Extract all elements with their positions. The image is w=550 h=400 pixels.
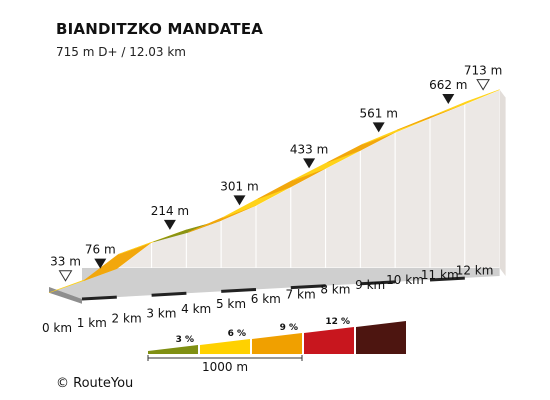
marker-hollow-icon (476, 79, 490, 91)
legend-label: 12 % (325, 317, 350, 327)
marker-label: 713 m (464, 64, 502, 78)
marker-label: 301 m (220, 179, 258, 193)
base-km-dash (151, 291, 187, 297)
base-km-dash (290, 284, 326, 290)
base-km-dash (429, 276, 465, 282)
marker-label: 433 m (290, 142, 328, 156)
marker-solid-icon (163, 219, 176, 230)
legend-label: 3 % (176, 335, 194, 345)
marker-solid-icon (233, 195, 246, 206)
legend-swatch (148, 345, 198, 354)
legend-swatch (356, 321, 406, 354)
chart-title: BIANDITZKO MANDATEA (56, 20, 264, 38)
legend-label: 9 % (280, 323, 298, 333)
marker-hollow-icon (58, 270, 73, 282)
x-tick-label: 5 km (216, 297, 246, 311)
base-km-dash (81, 295, 117, 301)
gradient-segment (431, 89, 500, 117)
gradient-segments (48, 89, 500, 294)
legend-swatch (200, 339, 250, 354)
legend-swatch (304, 327, 354, 354)
x-tick-label: 9 km (355, 278, 385, 292)
legend-label: 6 % (228, 329, 246, 339)
marker-label: 214 m (151, 204, 189, 218)
base-km-dash (360, 280, 396, 286)
marker-solid-icon (94, 258, 107, 269)
base-front-face (49, 287, 82, 304)
x-tick-labels: 0 km 1 km 2 km 3 km 4 km 5 km 6 km 7 km 8 km 9 km… (42, 263, 494, 335)
end-wall (499, 89, 506, 276)
x-tick-label: 1 km (77, 316, 107, 330)
base-km-dash (221, 288, 257, 293)
x-tick-label: 8 km (320, 283, 350, 297)
legend-scale-label: 1000 m (202, 360, 248, 374)
marker-label: 76 m (85, 243, 116, 257)
marker-label: 561 m (359, 106, 397, 120)
x-tick-label: 10 km (386, 273, 424, 287)
chart-subtitle: 715 m D+ / 12.03 km (56, 45, 186, 59)
base-strip (49, 268, 500, 304)
marker-solid-icon (303, 158, 316, 169)
x-tick-label: 2 km (112, 311, 142, 325)
x-tick-label: 4 km (181, 302, 211, 316)
marker-solid-icon (372, 122, 385, 133)
marker-label: 662 m (429, 78, 467, 92)
base-slab (49, 268, 500, 299)
legend-swatch (252, 333, 302, 354)
x-tick-label: 6 km (251, 292, 281, 306)
x-tick-label: 12 km (456, 263, 494, 277)
x-tick-label: 11 km (421, 268, 459, 282)
x-tick-label: 3 km (146, 307, 176, 321)
gradient-legend: 3 % 6 % 9 % 12 % 1000 m (147, 317, 406, 374)
x-tick-label: 7 km (286, 287, 316, 301)
x-tick-label: 0 km (42, 321, 72, 335)
routeyou-credit: © RouteYou (56, 376, 134, 391)
marker-solid-icon (442, 93, 455, 104)
marker-label: 33 m (50, 255, 81, 269)
